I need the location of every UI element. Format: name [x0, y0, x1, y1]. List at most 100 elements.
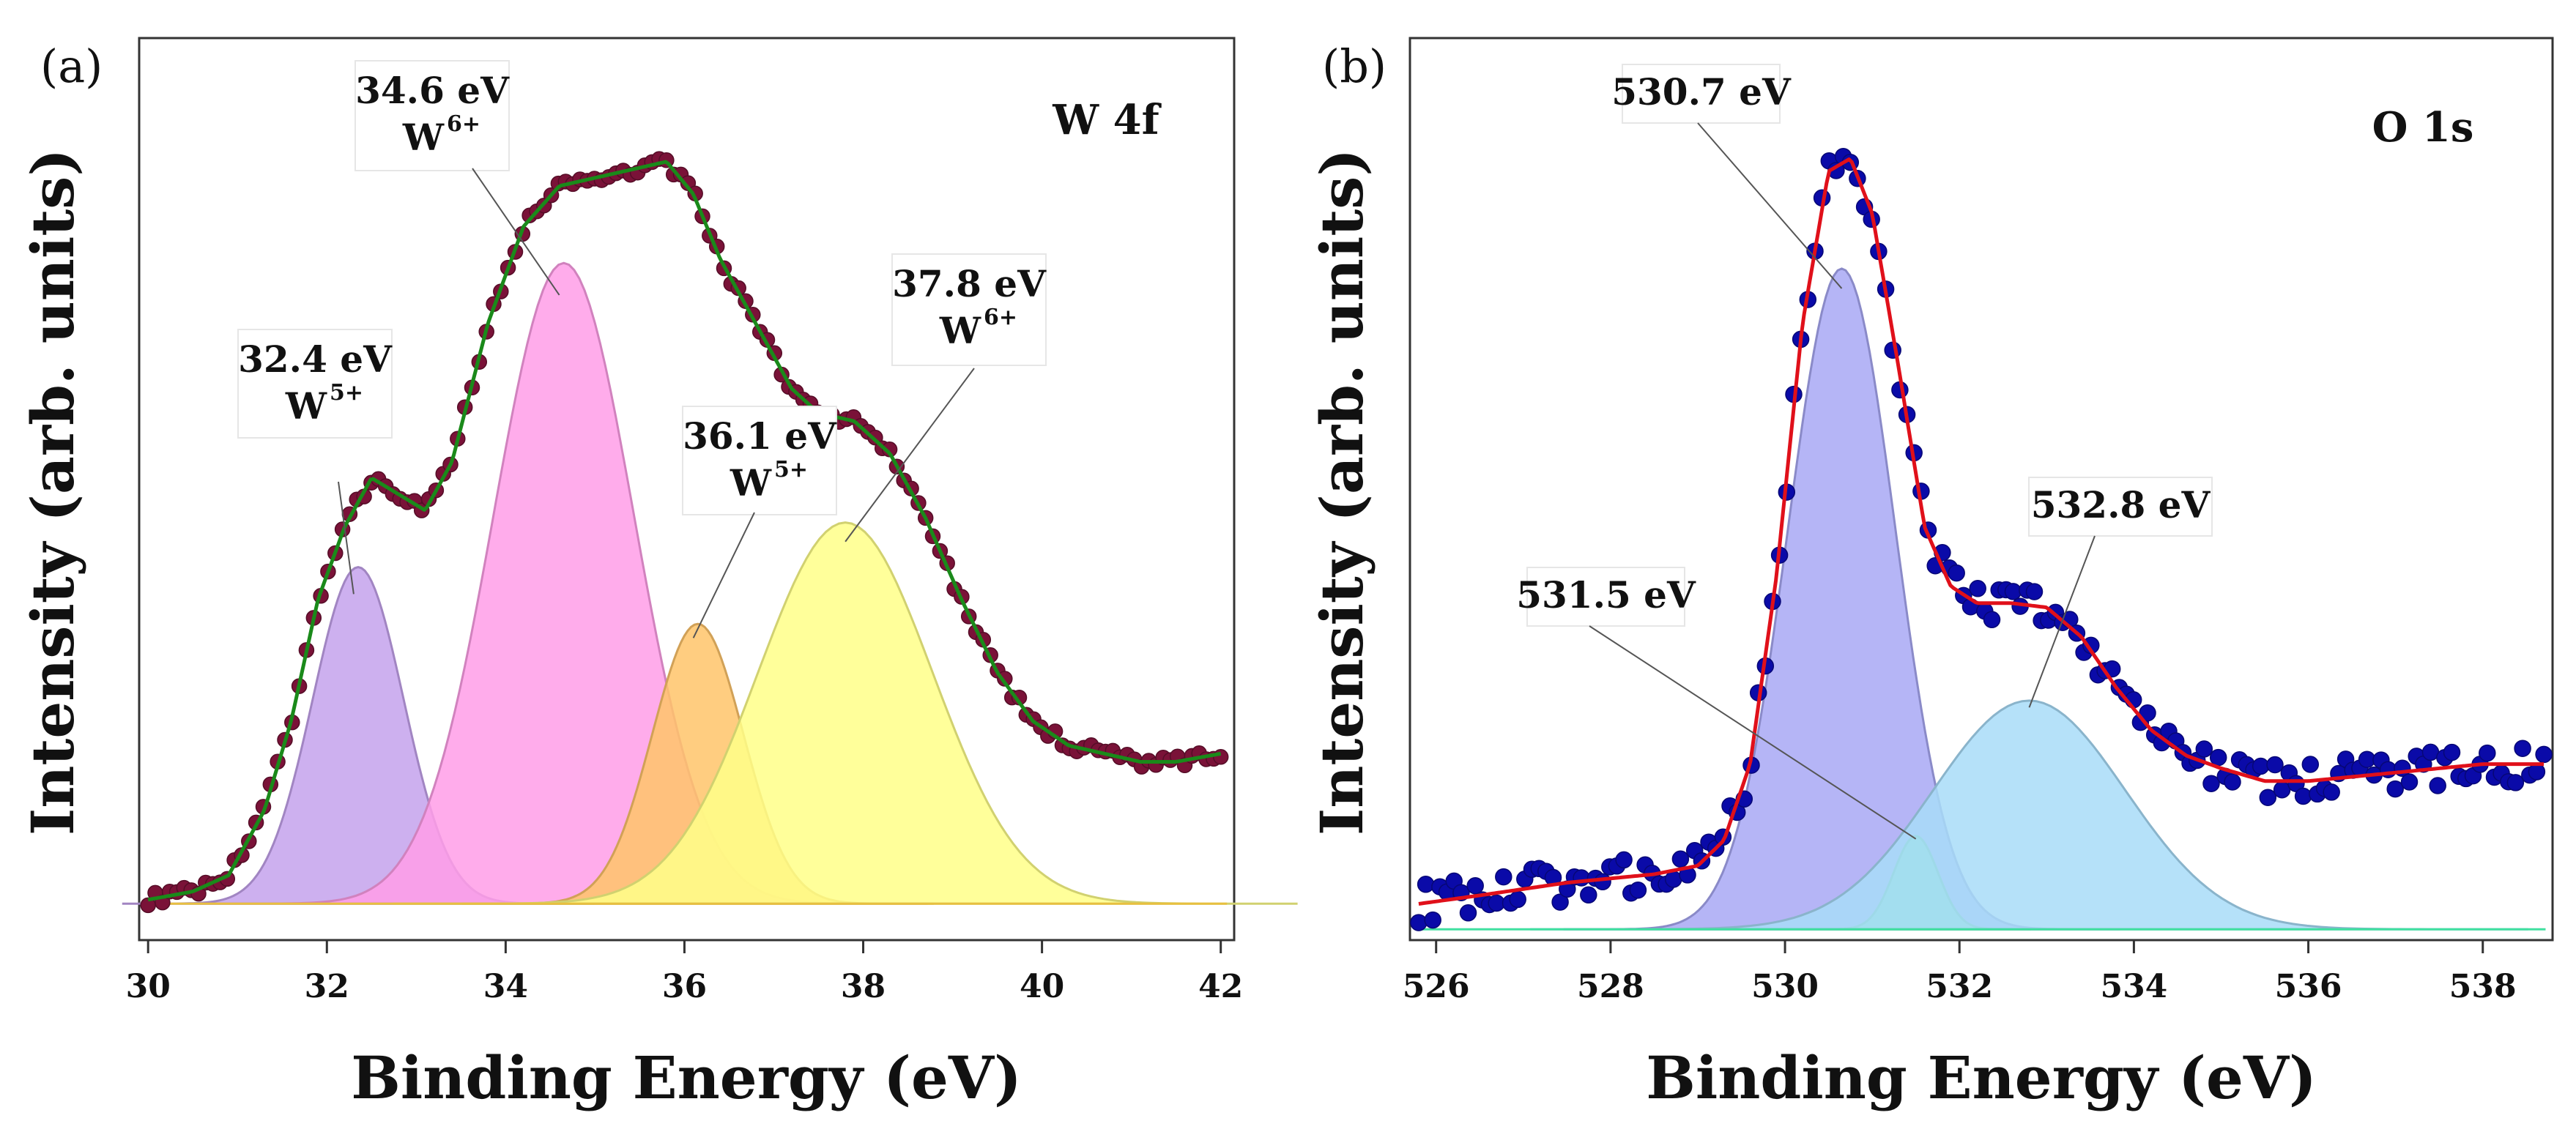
a-data-point [1212, 749, 1229, 765]
panel-b-o1s: (b) 526 528 530 532 534 536 538 O 1s 530.7 eV 5… [1307, 37, 2554, 1112]
b-x-tick-label: 532 [1926, 968, 1993, 1005]
panel-a-element-label: W 4f [1052, 96, 1162, 144]
b-data-point [1551, 893, 1569, 911]
panel-b-leader-line [1589, 625, 1917, 840]
panel-b-annotation-energy: 532.8 eV [2031, 483, 2211, 526]
b-data-point [1509, 890, 1526, 909]
panel-a-annotation-oxidation-state: 5+ [330, 380, 363, 406]
b-data-point [2443, 743, 2461, 761]
b-data-point [1466, 877, 1484, 895]
a-x-tick-label: 38 [841, 968, 886, 1005]
b-data-point [2025, 583, 2044, 600]
b-data-point [1495, 868, 1512, 886]
b-data-point [2202, 775, 2220, 792]
panel-a-annotation-oxidation-state: 6+ [984, 305, 1017, 330]
b-x-tick-label: 528 [1577, 968, 1644, 1005]
b-data-point [2252, 757, 2270, 775]
b-data-point [1594, 873, 1611, 891]
panel-b-annotation-box [1622, 64, 1781, 124]
b-data-point [2294, 787, 2312, 805]
panel-a-annotation-species: W [730, 461, 772, 504]
b-data-point [1948, 564, 1965, 582]
panel-b-annotation-energy: 531.5 eV [1516, 573, 1696, 616]
panel-a-leader-line [692, 512, 755, 638]
b-data-point [1983, 611, 2001, 629]
a-x-tick-label: 32 [305, 968, 349, 1005]
panel-b-annotation-energy: 530.7 eV [1611, 70, 1792, 113]
panel-a-annotation-energy: 36.1 eV [683, 414, 837, 458]
panel-b-label: (b) [1322, 40, 1387, 93]
panel-b-annotation-2: 531.5 eV [1516, 567, 1917, 840]
b-x-tick-label: 536 [2275, 968, 2342, 1005]
panel-a-y-axis-title: Intensity (arb. units) [18, 149, 87, 835]
a-x-tick-label: 34 [483, 968, 528, 1005]
panel-a-w4f: (a) 30 32 34 36 38 40 42 W 4f 32.4 eVW 5+34.6 e… [18, 37, 1298, 1112]
a-x-tick-label: 30 [126, 968, 171, 1005]
panel-b-leader-line [2028, 535, 2096, 708]
panel-a-annotation-energy: 34.6 eV [355, 69, 510, 112]
a-x-tick-label: 40 [1020, 968, 1064, 1005]
panel-a-leader-line [338, 481, 355, 595]
panel-a-annotation-box [682, 406, 837, 515]
panel-a-annotation-species: W [402, 116, 445, 159]
b-x-tick-label: 538 [2449, 968, 2517, 1005]
b-data-point [2195, 740, 2213, 758]
b-data-point [2301, 756, 2320, 773]
panel-a-annotation-energy: 37.8 eV [892, 262, 1047, 305]
a-x-tick-label: 36 [662, 968, 707, 1005]
b-data-point [1615, 851, 1633, 869]
panel-a-annotation-2: 34.6 eVW 6+ [355, 60, 560, 296]
panel-a-annotation-box [237, 329, 393, 439]
panel-a-leader-line [472, 168, 560, 296]
b-data-point [2514, 739, 2531, 757]
panel-a-annotation-4: 37.8 eVW 6+ [845, 253, 1047, 543]
b-x-tick-label: 530 [1751, 968, 1819, 1005]
panel-a-annotation-oxidation-state: 5+ [774, 457, 808, 482]
b-data-point [1671, 850, 1690, 868]
panel-a-annotation-3: 36.1 eVW 5+ [682, 406, 837, 638]
b-data-point [2429, 777, 2446, 794]
panel-b-annotation-box [1526, 567, 1685, 627]
b-data-point [2323, 783, 2340, 801]
panel-b-annotation-1: 530.7 eV [1611, 64, 1843, 289]
a-data-point [881, 441, 898, 458]
b-x-tick-label: 526 [1403, 968, 1470, 1005]
b-data-point [2535, 745, 2553, 764]
panel-b-x-axis-title: Binding Energy (eV) [1646, 1043, 2317, 1112]
b-data-point [1629, 881, 1647, 899]
b-data-point [1410, 914, 1428, 931]
b-data-point [2386, 780, 2404, 798]
panel-a-annotation-oxidation-state: 6+ [447, 111, 480, 137]
panel-b-leader-line [1697, 122, 1843, 289]
b-data-point [2259, 789, 2277, 806]
panel-a-annotation-species: W [939, 309, 981, 352]
a-fit-envelope [147, 160, 1222, 902]
panel-b-y-axis-title: Intensity (arb. units) [1307, 149, 1376, 835]
b-data-point [1969, 580, 1986, 597]
panel-a-annotation-box [891, 253, 1047, 366]
panel-a-leader-line [845, 368, 975, 543]
b-data-point [2506, 774, 2525, 791]
panel-a-x-axis-title: Binding Energy (eV) [351, 1043, 1022, 1112]
panel-a-annotation-species: W [285, 384, 327, 428]
b-data-point [2479, 744, 2496, 762]
panel-a-annotation-1: 32.4 eVW 5+ [237, 329, 393, 595]
a-x-tick-label: 42 [1198, 968, 1243, 1005]
b-data-point [2224, 773, 2241, 791]
panel-a-annotation-energy: 32.4 eV [238, 338, 393, 381]
b-x-tick-label: 534 [2100, 968, 2167, 1005]
b-data-point [2266, 756, 2284, 774]
panel-a-label: (a) [40, 40, 103, 93]
b-data-point [1580, 886, 1597, 904]
b-data-point [1459, 904, 1477, 922]
b-data-point [1417, 876, 1435, 893]
b-data-point [1424, 911, 1441, 929]
b-data-point [2400, 773, 2419, 791]
b-data-point [2004, 583, 2022, 600]
panel-a-annotation-box [355, 60, 510, 171]
panel-b-annotation-box [2028, 477, 2213, 537]
b-data-point [2528, 763, 2546, 780]
b-data-point [2209, 748, 2227, 767]
panel-b-element-label: O 1s [2372, 103, 2474, 152]
